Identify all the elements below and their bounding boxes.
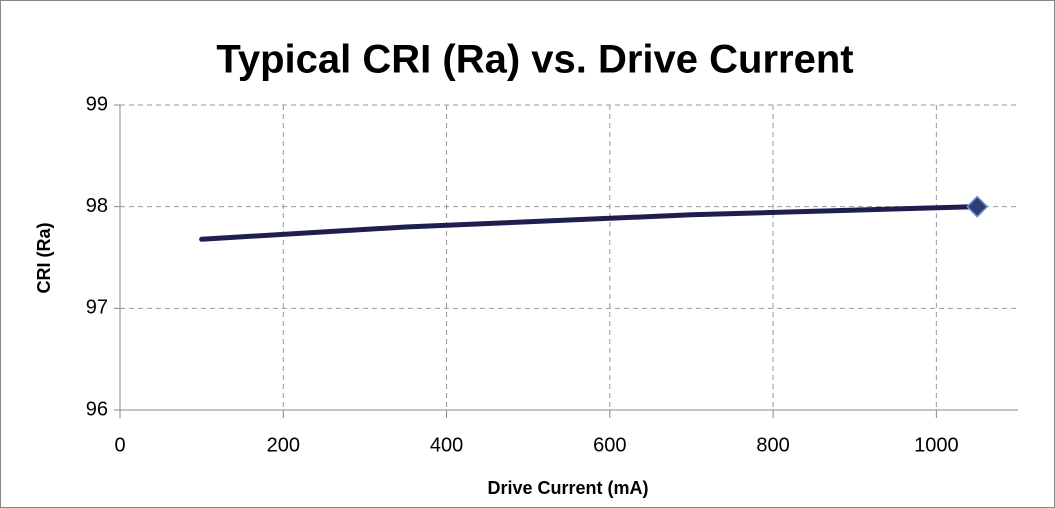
chart-title: Typical CRI (Ra) vs. Drive Current (216, 38, 853, 82)
x-tick-label: 0 (114, 434, 125, 456)
line (199, 204, 980, 242)
x-tick-label: 1000 (914, 434, 959, 456)
x-axis-title: Drive Current (mA) (487, 478, 648, 498)
y-tick-label: 99 (86, 93, 108, 115)
y-tick-label: 96 (86, 398, 108, 420)
x-tick-label: 400 (430, 434, 463, 456)
marker (966, 195, 989, 218)
y-tick-label: 98 (86, 195, 108, 217)
x-tick-label: 800 (756, 434, 789, 456)
x-tick-label: 600 (593, 434, 626, 456)
x-tick-label: 200 (267, 434, 300, 456)
y-tick-label: 97 (86, 297, 108, 319)
y-axis-title: CRI (Ra) (34, 222, 54, 293)
